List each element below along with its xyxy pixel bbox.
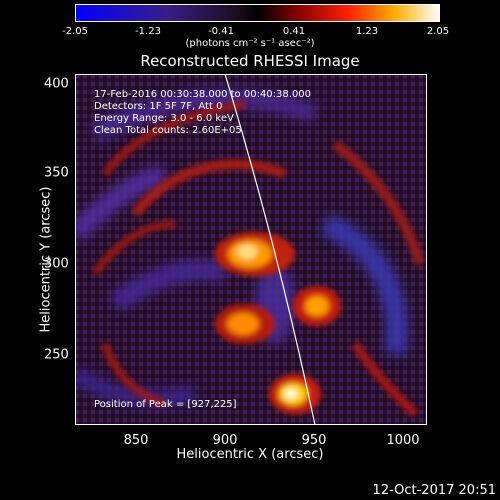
rhessi-image	[75, 74, 427, 425]
colorbar-tick-label: 1.23	[355, 26, 379, 37]
plot-title: Reconstructed RHESSI Image	[140, 52, 360, 70]
x-tick-label: 950	[301, 433, 327, 448]
x-tick-label: 1000	[386, 433, 420, 448]
timestamp: 12-Oct-2017 20:51	[372, 483, 496, 498]
x-axis-label: Heliocentric X (arcsec)	[176, 447, 324, 462]
time-range-label: 17-Feb-2016 00:30:38.000 to 00:40:38.000	[94, 89, 312, 100]
colorbar-tick-label: 0.41	[282, 26, 306, 37]
colorbar-tick-label: -1.23	[135, 26, 161, 37]
detectors-label: Detectors: 1F 5F 7F, Att 0	[94, 101, 223, 112]
y-tick-label: 250	[44, 347, 69, 363]
energy-range-label: Energy Range: 3.0 - 6.0 keV	[94, 113, 234, 124]
colorbar	[75, 4, 440, 22]
y-tick-label: 300	[44, 256, 69, 272]
colorbar-tick-label: -2.05	[62, 26, 88, 37]
y-tick-label: 400	[44, 76, 69, 92]
method-counts-label: Clean Total counts: 2.60E+05	[94, 125, 242, 136]
peak-position-label: Position of Peak = [927,225]	[94, 399, 237, 410]
colorbar-tick-label: 2.05	[426, 26, 450, 37]
y-axis-label: Heliocentric Y (arcsec)	[38, 186, 54, 333]
colorbar-units: (photons cm⁻² s⁻¹ asec⁻²)	[185, 38, 315, 49]
colorbar-tick-label: -0.41	[208, 26, 234, 37]
x-tick-label: 850	[123, 433, 149, 448]
x-tick-label: 900	[212, 433, 238, 448]
y-tick-label: 350	[44, 165, 69, 181]
